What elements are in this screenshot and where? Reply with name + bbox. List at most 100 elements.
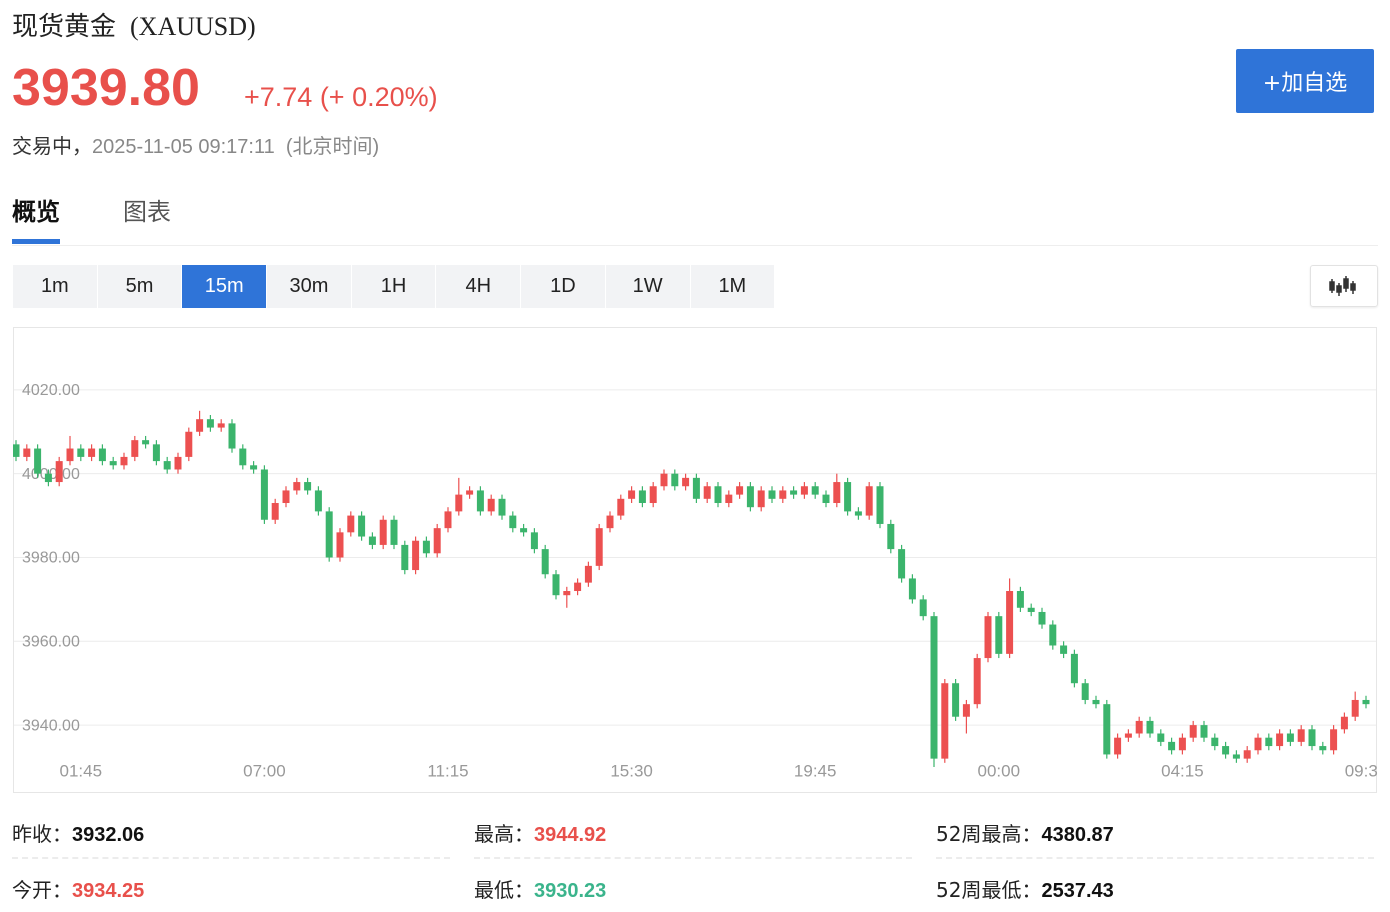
tab-bar: 概览 图表 <box>12 192 1378 246</box>
candle-body <box>638 490 646 504</box>
period-button[interactable]: 5m <box>98 265 183 308</box>
candle-body <box>325 511 333 558</box>
candle-body <box>941 683 949 759</box>
candle-body <box>584 565 592 583</box>
candle-body <box>271 503 279 520</box>
price: 3939.80 <box>12 59 200 117</box>
candle-body <box>854 511 862 516</box>
candle-body <box>347 515 355 533</box>
candle-body <box>908 578 916 600</box>
candle-body <box>1157 733 1165 742</box>
separator <box>474 857 912 859</box>
candle-body <box>541 549 549 575</box>
candle-body <box>552 574 560 596</box>
candle-body <box>1319 746 1327 751</box>
period-button[interactable]: 4H <box>436 265 522 308</box>
period-button[interactable]: 1H <box>352 265 437 308</box>
candle-body <box>1168 741 1176 751</box>
candle-body <box>282 490 290 504</box>
trading-status: 交易中， <box>12 134 92 158</box>
candle-body <box>1070 653 1078 684</box>
candle-body <box>574 582 582 592</box>
period-button[interactable]: 15m <box>182 265 268 308</box>
candle-body <box>973 658 981 705</box>
stat-label: 今开： <box>12 878 72 902</box>
candle-body <box>1124 733 1132 738</box>
candle-body <box>55 461 63 483</box>
candle-body <box>260 469 268 520</box>
candle-body <box>293 482 301 491</box>
candle-body <box>476 490 484 512</box>
candle-body <box>152 444 160 462</box>
chart-frame <box>13 327 1377 793</box>
candle-body <box>865 486 873 516</box>
candle-body <box>563 591 571 596</box>
period-button[interactable]: 1m <box>13 265 98 308</box>
candle-body <box>77 448 85 457</box>
candle-body <box>876 486 884 524</box>
y-tick-label: 3980.00 <box>22 550 80 567</box>
stat-item: 最低：3930.23 <box>474 874 606 903</box>
candle-body <box>1286 733 1294 742</box>
candle-body <box>1189 725 1197 738</box>
candle-body <box>984 616 992 659</box>
candle-body <box>433 528 441 554</box>
candle-body <box>1092 699 1100 705</box>
candle-body <box>1049 624 1057 646</box>
candle-body <box>1330 729 1338 751</box>
candle-body <box>725 494 733 504</box>
candle-body <box>185 431 193 457</box>
stat-value: 3934.25 <box>72 880 145 902</box>
instrument-symbol: (XAUUSD) <box>130 12 256 41</box>
x-tick-label: 01:45 <box>60 761 103 780</box>
candle-body <box>174 456 182 470</box>
candle-body <box>66 448 74 462</box>
add-watchlist-button[interactable]: +加自选 <box>1236 49 1374 113</box>
candle-body <box>628 490 636 499</box>
instrument-name: 现货黄金 <box>12 12 117 42</box>
candle-body <box>746 486 754 508</box>
y-tick-label: 4020.00 <box>22 382 80 399</box>
candle-body <box>898 549 906 579</box>
x-tick-label: 19:45 <box>794 761 837 780</box>
candle-body <box>358 515 366 537</box>
candle-body <box>368 536 376 545</box>
candle-body <box>1146 720 1154 734</box>
candle-body <box>660 473 668 487</box>
candle-body <box>509 515 517 529</box>
period-button[interactable]: 1M <box>691 265 776 308</box>
timestamp: 2025-11-05 09:17:11 (北京时间) <box>92 136 380 158</box>
period-button[interactable]: 1W <box>606 265 691 308</box>
candle-body <box>779 490 787 499</box>
candle-body <box>239 448 247 466</box>
candle-body <box>498 498 506 516</box>
candle-body <box>962 704 970 717</box>
candle-body <box>930 616 938 759</box>
chart-type-button[interactable] <box>1310 265 1378 307</box>
candle-body <box>228 423 236 449</box>
tab[interactable]: 概览 <box>12 192 60 244</box>
x-tick-label: 07:00 <box>243 761 286 780</box>
candle-body <box>757 490 765 508</box>
candle-body <box>703 486 711 499</box>
stat-label: 52周最低： <box>936 878 1042 902</box>
candle-body <box>768 490 776 499</box>
title: 现货黄金 (XAUUSD) <box>12 6 256 43</box>
tab[interactable]: 图表 <box>123 198 171 226</box>
status-line: 交易中，2025-11-05 09:17:11 (北京时间) <box>12 130 379 159</box>
candle-body <box>692 477 700 499</box>
candle-body <box>109 461 117 466</box>
candle-body <box>1254 737 1262 751</box>
candle-body <box>1060 645 1068 654</box>
candle-body <box>1211 737 1219 747</box>
candle-body <box>379 519 387 545</box>
period-button[interactable]: 1D <box>521 265 606 308</box>
period-button[interactable]: 30m <box>267 265 352 308</box>
stat-label: 最低： <box>474 878 534 902</box>
candle-body <box>1027 607 1035 612</box>
candle-body <box>250 465 258 470</box>
candle-body <box>1114 737 1122 755</box>
candle-body <box>88 448 96 457</box>
candle-body <box>671 473 679 487</box>
candle-body <box>682 477 690 487</box>
